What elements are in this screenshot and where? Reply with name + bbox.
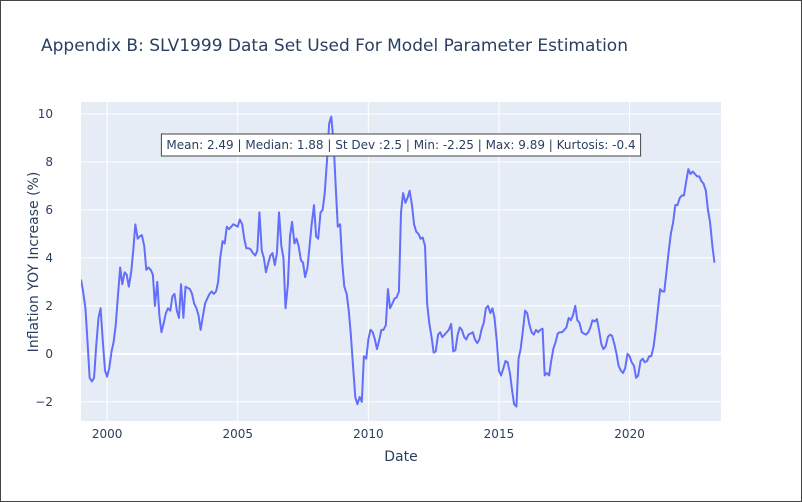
stats-annotation-text: Mean: 2.49 | Median: 1.88 | St Dev :2.5 …	[166, 138, 635, 152]
y-tick-label: 2	[45, 299, 53, 313]
x-tick-label: 2005	[222, 427, 253, 441]
x-tick-label: 2015	[484, 427, 515, 441]
x-tick-label: 2020	[614, 427, 645, 441]
y-tick-labels: −2 0 2 4 6 8 10	[35, 107, 53, 409]
y-tick-label: 4	[45, 251, 53, 265]
x-tick-labels: 2000 2005 2010 2015 2020	[92, 427, 645, 441]
stats-annotation-box	[160, 133, 642, 157]
y-tick-label: 6	[45, 203, 53, 217]
y-tick-label: −2	[35, 395, 53, 409]
series-line[interactable]	[81, 115, 716, 408]
y-tick-label: 8	[45, 155, 53, 169]
y-tick-label: 0	[45, 347, 53, 361]
chart-title: Appendix B: SLV1999 Data Set Used For Mo…	[41, 36, 628, 56]
x-tick-label: 2000	[92, 427, 123, 441]
stats-annotation: Mean: 2.49 | Median: 1.88 | St Dev :2.5 …	[160, 133, 642, 157]
y-axis-label: Inflation YOY Increase (%)	[26, 172, 42, 353]
x-axis-label: Date	[384, 449, 417, 465]
y-tick-label: 10	[38, 107, 53, 121]
x-tick-label: 2010	[353, 427, 384, 441]
